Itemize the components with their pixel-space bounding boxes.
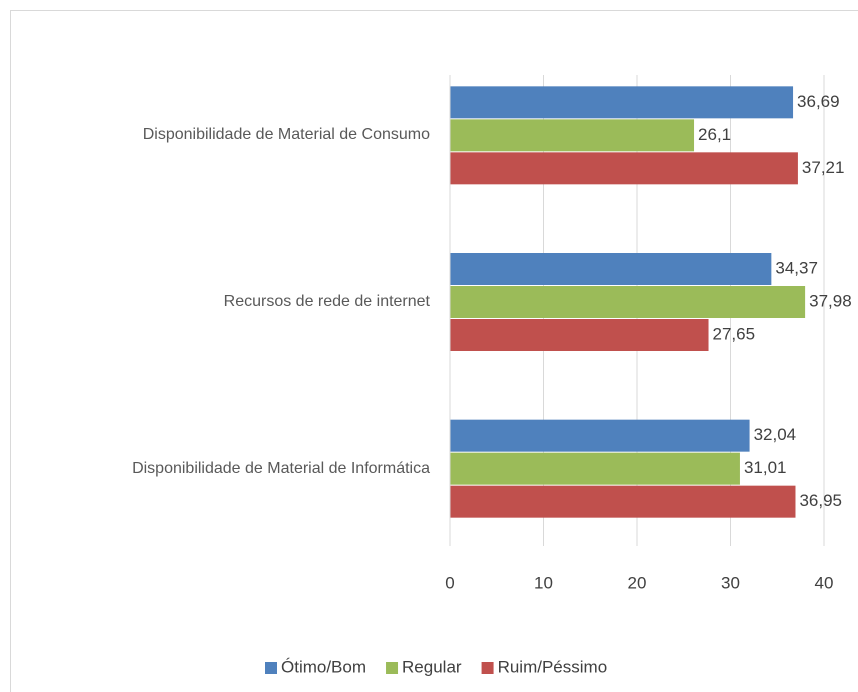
category-label-box: Disponibilidade de Material de Informáti… (50, 457, 430, 481)
legend-label: Regular (402, 657, 462, 676)
legend-swatch (481, 662, 494, 674)
y-tick-label: Disponibilidade de Material de Informáti… (132, 459, 430, 477)
bar (450, 253, 772, 285)
legend-label: Ótimo/Bom (281, 657, 366, 676)
data-label: 37,21 (802, 158, 845, 177)
data-label: 27,65 (713, 324, 756, 343)
data-label: 32,04 (754, 425, 797, 444)
data-label: 31,01 (744, 458, 787, 477)
category-label-box: Disponibilidade de Material de Consumo (50, 123, 430, 147)
x-tick-label: 10 (534, 573, 553, 592)
bar (450, 485, 796, 518)
x-tick-label: 20 (628, 573, 647, 592)
x-tick-label: 40 (815, 573, 834, 592)
data-label: 36,69 (797, 92, 840, 111)
bar (450, 319, 709, 351)
data-label: 34,37 (775, 258, 818, 277)
data-label: 36,95 (799, 491, 842, 510)
bar (450, 286, 806, 318)
legend-label: Ruim/Péssimo (498, 657, 608, 676)
y-tick-label: Recursos de rede de internet (223, 293, 430, 310)
bar (450, 86, 794, 119)
x-tick-label: 0 (445, 573, 454, 592)
bar (450, 452, 740, 485)
category-label-box: Recursos de rede de internet (50, 290, 430, 314)
y-tick-label: Disponibilidade de Material de Consumo (142, 126, 430, 144)
chart-border (10, 10, 858, 692)
bar (450, 152, 798, 185)
data-label: 26,1 (698, 125, 731, 144)
x-tick-label: 30 (721, 573, 740, 592)
bar (450, 119, 695, 152)
bar (450, 419, 750, 452)
data-label: 37,98 (809, 291, 852, 310)
legend-swatch (386, 662, 399, 674)
legend-swatch (265, 662, 277, 674)
